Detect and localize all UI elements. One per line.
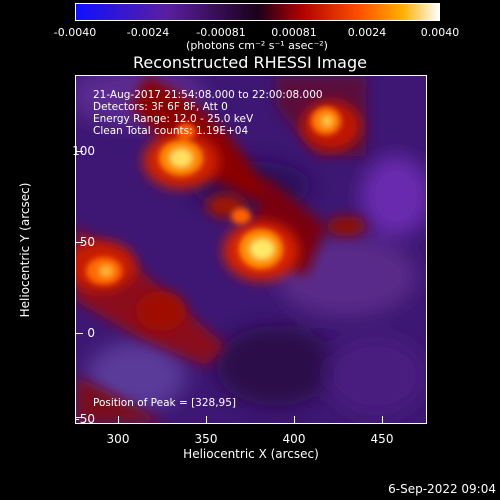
colorbar-tick: -0.0040 xyxy=(53,26,97,39)
rhessi-image-plot xyxy=(75,75,427,424)
colorbar-tick: 0.00081 xyxy=(271,26,317,39)
x-tick-label: 450 xyxy=(370,432,394,446)
plot-title: Reconstructed RHESSI Image xyxy=(133,53,367,72)
colorbar-unit-label: (photons cm⁻² s⁻¹ asec⁻²) xyxy=(186,39,328,52)
colorbar-tick: 0.0040 xyxy=(420,26,460,39)
x-axis-label: Heliocentric X (arcsec) xyxy=(183,447,319,461)
x-tick-label: 400 xyxy=(282,432,306,446)
info-energy-range: Energy Range: 12.0 - 25.0 keV xyxy=(93,113,254,125)
peak-position-label: Position of Peak = [328,95] xyxy=(93,397,237,409)
colorbar-tick: 0.0024 xyxy=(347,26,387,39)
y-tick-mark xyxy=(75,151,83,152)
colorbar-gradient xyxy=(76,4,439,20)
y-tick-label: 0 xyxy=(87,326,95,340)
info-time-range: 21-Aug-2017 21:54:08.000 to 22:00:08.000 xyxy=(93,89,323,101)
y-tick-label: -50 xyxy=(75,412,95,426)
colorbar-tick: -0.00081 xyxy=(196,26,246,39)
timestamp-footer: 6-Sep-2022 09:04 xyxy=(388,482,496,496)
info-detectors: Detectors: 3F 6F 8F, Att 0 xyxy=(93,101,228,113)
y-tick-label: 50 xyxy=(79,235,95,249)
heatmap-image xyxy=(76,76,426,423)
x-tick-mark xyxy=(382,416,383,424)
y-tick-mark xyxy=(75,333,83,334)
x-tick-mark xyxy=(206,416,207,424)
y-tick-label: 100 xyxy=(72,144,95,158)
y-tick-mark xyxy=(75,242,83,243)
x-tick-label: 350 xyxy=(194,432,218,446)
y-tick-mark xyxy=(75,417,83,418)
colorbar xyxy=(75,3,440,21)
x-tick-label: 300 xyxy=(106,432,130,446)
y-axis-label: Heliocentric Y (arcsec) xyxy=(18,182,32,318)
info-clean-counts: Clean Total counts: 1.19E+04 xyxy=(93,125,249,137)
x-tick-mark xyxy=(118,416,119,424)
x-tick-mark xyxy=(294,416,295,424)
colorbar-tick: -0.0024 xyxy=(126,26,170,39)
